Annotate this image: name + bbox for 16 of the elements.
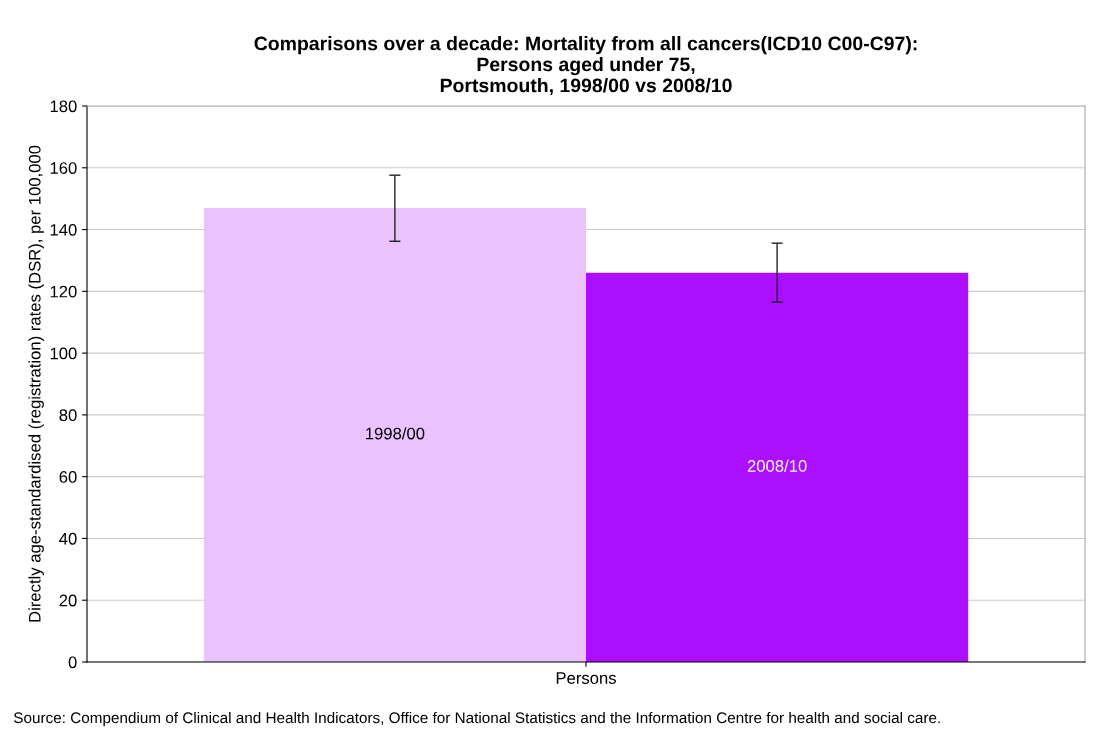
y-tick-label: 60 bbox=[59, 471, 77, 483]
y-tick-label: 80 bbox=[59, 409, 77, 422]
y-tick-label: 0 bbox=[68, 656, 77, 669]
y-tick-label: 180 bbox=[50, 100, 77, 113]
y-tick-label: 160 bbox=[50, 162, 77, 174]
y-tick-label: 100 bbox=[50, 347, 77, 360]
y-tick-label: 120 bbox=[50, 285, 77, 298]
x-tick-label: Persons bbox=[556, 672, 616, 684]
y-axis-title: Directly age-standardised (registration) rates (DSR), per 100,000 bbox=[28, 145, 44, 622]
series-label: 2008/10 bbox=[747, 459, 807, 472]
source-note: Source: Compendium of Clinical and Health Indicators, Office for National Statistics and the Information Centre for health and social care. bbox=[14, 711, 940, 727]
chart-title: Comparisons over a decade: Mortality from all cancers(ICD10 C00-C97): Persons aged under 75, Portsmouth, 1998/00 vs 2008/10 bbox=[254, 36, 917, 96]
y-tick-label: 20 bbox=[59, 594, 77, 607]
series-label: 1998/00 bbox=[366, 427, 425, 440]
y-tick-label: 40 bbox=[59, 532, 77, 545]
y-tick-label: 140 bbox=[50, 223, 77, 236]
